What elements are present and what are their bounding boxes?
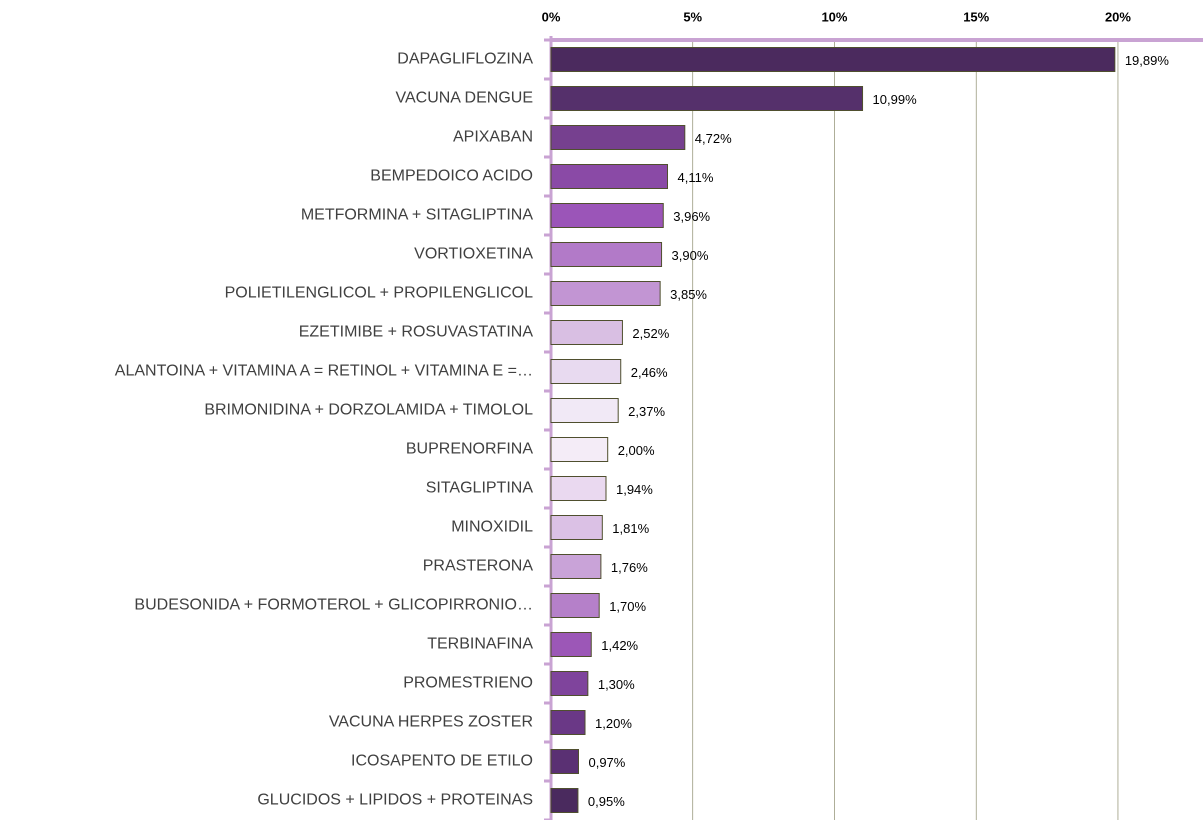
category-label: VORTIOXETINA	[414, 246, 533, 263]
value-label: 10,99%	[873, 92, 918, 107]
bar	[550, 593, 600, 618]
category-label: VACUNA DENGUE	[395, 90, 533, 107]
bar	[550, 203, 664, 228]
bar	[550, 125, 686, 150]
bar	[550, 632, 592, 657]
bar	[550, 359, 622, 384]
value-label: 1,70%	[609, 599, 646, 614]
bar	[550, 86, 864, 111]
x-tick-label: 0%	[542, 9, 561, 24]
bar	[550, 515, 603, 540]
bar	[550, 164, 669, 189]
category-label: METFORMINA + SITAGLIPTINA	[301, 207, 534, 224]
category-label: TERBINAFINA	[427, 636, 533, 653]
bar	[550, 476, 607, 501]
bar	[550, 242, 663, 267]
value-label: 2,37%	[628, 404, 665, 419]
category-label: BUPRENORFINA	[406, 441, 533, 458]
category-label: PROMESTRIENO	[403, 675, 533, 692]
value-label: 1,42%	[601, 638, 638, 653]
category-label: PRASTERONA	[423, 558, 534, 575]
value-label: 4,72%	[695, 131, 732, 146]
bar	[550, 320, 623, 345]
value-label: 1,81%	[612, 521, 649, 536]
value-label: 3,90%	[672, 248, 709, 263]
category-label: EZETIMIBE + ROSUVASTATINA	[299, 324, 534, 341]
value-label: 3,96%	[673, 209, 710, 224]
bar	[550, 749, 579, 774]
category-label: APIXABAN	[453, 129, 533, 146]
value-label: 2,52%	[632, 326, 669, 341]
x-tick-label: 10%	[821, 9, 847, 24]
category-label: MINOXIDIL	[451, 519, 533, 536]
value-label: 3,85%	[670, 287, 707, 302]
value-label: 0,95%	[588, 794, 625, 809]
x-tick-label: 5%	[683, 9, 702, 24]
category-label: ALANTOINA + VITAMINA A = RETINOL + VITAM…	[115, 363, 533, 380]
bar	[550, 554, 602, 579]
x-tick-label: 15%	[963, 9, 989, 24]
bar	[550, 437, 609, 462]
x-tick-label: 20%	[1105, 9, 1131, 24]
category-label: BRIMONIDINA + DORZOLAMIDA + TIMOLOL	[204, 402, 533, 419]
value-label: 1,94%	[616, 482, 653, 497]
category-label: GLUCIDOS + LIPIDOS + PROTEINAS	[257, 792, 533, 809]
value-label: 1,30%	[598, 677, 635, 692]
category-label: POLIETILENGLICOL + PROPILENGLICOL	[225, 285, 534, 302]
bar	[550, 671, 589, 696]
category-label: BEMPEDOICO ACIDO	[370, 168, 533, 185]
category-label: BUDESONIDA + FORMOTEROL + GLICOPIRRONIO…	[134, 597, 533, 614]
bar	[550, 398, 619, 423]
bar	[550, 788, 579, 813]
bar	[550, 281, 661, 306]
category-label: DAPAGLIFLOZINA	[397, 51, 533, 68]
category-label: SITAGLIPTINA	[426, 480, 534, 497]
value-label: 1,20%	[595, 716, 632, 731]
category-label: VACUNA HERPES ZOSTER	[329, 714, 533, 731]
value-label: 19,89%	[1125, 53, 1170, 68]
value-label: 2,46%	[631, 365, 668, 380]
category-label: ICOSAPENTO DE ETILO	[351, 753, 533, 770]
value-label: 0,97%	[588, 755, 625, 770]
bar	[550, 710, 586, 735]
bar	[550, 47, 1116, 72]
value-label: 4,11%	[678, 170, 714, 185]
value-label: 2,00%	[618, 443, 655, 458]
value-label: 1,76%	[611, 560, 648, 575]
